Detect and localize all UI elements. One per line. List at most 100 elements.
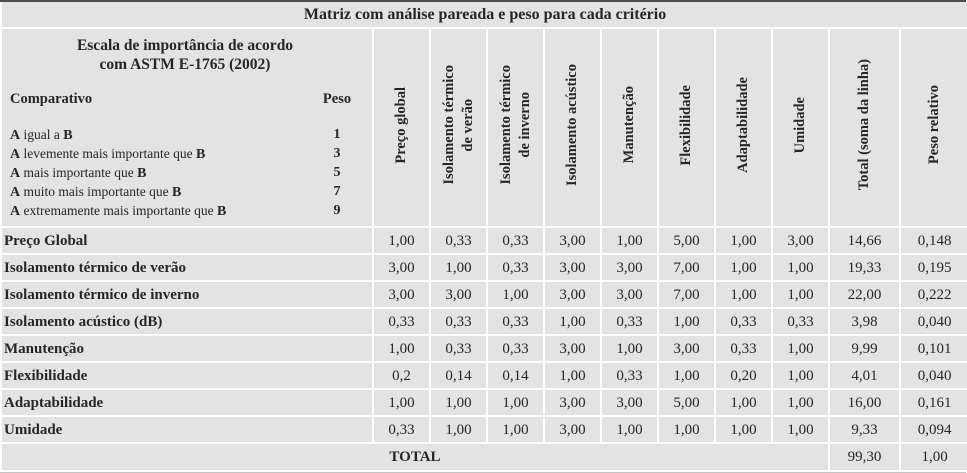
scale-item-text: A extremamente mais importante que B (10, 203, 227, 220)
column-header-peso-relativo: Peso relativo (898, 26, 967, 229)
matrix-value-cell: 1,00 (714, 226, 773, 256)
matrix-value-cell: 1,00 (771, 253, 830, 283)
matrix-value-cell: 1,00 (771, 361, 830, 391)
matrix-value-cell: 0,20 (714, 361, 773, 391)
table-row: Umidade 0,33 1,00 1,00 3,00 1,00 1,00 1,… (0, 415, 967, 445)
row-label: Adaptabilidade (0, 388, 374, 418)
scale-item: A levemente mais importante que B 3 (10, 145, 360, 164)
matrix-value-cell: 0,2 (372, 361, 431, 391)
matrix-value-cell: 7,00 (657, 280, 716, 310)
matrix-value-cell: 3,00 (600, 253, 659, 283)
matrix-value-cell: 1,00 (714, 415, 773, 445)
matrix-value-cell: 1,00 (600, 415, 659, 445)
matrix-value-cell: 3,00 (429, 280, 488, 310)
column-header-adaptabilidade: Adaptabilidade (714, 26, 773, 229)
matrix-value-cell: 1,00 (486, 388, 545, 418)
scale-item-weight: 1 (333, 127, 341, 143)
row-total-cell: 14,66 (828, 226, 901, 256)
matrix-value-cell: 1,00 (543, 361, 602, 391)
matrix-value-cell: 3,00 (543, 415, 602, 445)
matrix-value-cell: 5,00 (657, 226, 716, 256)
matrix-value-cell: 3,00 (372, 280, 431, 310)
table-row: Isolamento térmico de inverno 3,00 3,00 … (0, 280, 967, 310)
matrix-value-cell: 0,33 (771, 307, 830, 337)
row-label: Isolamento térmico de verão (0, 253, 374, 283)
scale-items-list: A igual a B 1 A levemente mais important… (10, 126, 360, 221)
matrix-value-cell: 3,00 (657, 334, 716, 364)
row-label: Umidade (0, 415, 374, 445)
matrix-value-cell: 0,33 (486, 334, 545, 364)
matrix-value-cell: 0,33 (429, 334, 488, 364)
row-relative-weight-cell: 0,195 (898, 253, 967, 283)
row-relative-weight-cell: 0,094 (898, 415, 967, 445)
matrix-value-cell: 3,00 (543, 226, 602, 256)
matrix-value-cell: 1,00 (372, 388, 431, 418)
row-label: Preço Global (0, 226, 374, 256)
grand-total-weight: 1,00 (898, 442, 967, 473)
matrix-value-cell: 1,00 (714, 388, 773, 418)
matrix-value-cell: 3,00 (543, 253, 602, 283)
scale-item-text: A igual a B (10, 127, 73, 144)
matrix-value-cell: 1,00 (486, 280, 545, 310)
column-header-manutencao: Manutenção (600, 26, 659, 229)
scale-item: A muito mais importante que B 7 (10, 183, 360, 202)
grand-total-sum: 99,30 (828, 442, 901, 473)
matrix-value-cell: 3,00 (600, 280, 659, 310)
matrix-value-cell: 0,33 (714, 334, 773, 364)
scale-item-weight: 9 (333, 203, 341, 219)
matrix-value-cell: 1,00 (771, 388, 830, 418)
matrix-value-cell: 0,33 (714, 307, 773, 337)
matrix-value-cell: 1,00 (486, 415, 545, 445)
scale-item-text: A mais importante que B (10, 165, 147, 182)
row-relative-weight-cell: 0,101 (898, 334, 967, 364)
matrix-value-cell: 0,33 (600, 361, 659, 391)
table-row: Adaptabilidade 1,00 1,00 1,00 3,00 3,00 … (0, 388, 967, 418)
row-relative-weight-cell: 0,040 (898, 361, 967, 391)
scale-item: A igual a B 1 (10, 126, 360, 145)
matrix-value-cell: 1,00 (372, 226, 431, 256)
row-total-cell: 19,33 (828, 253, 901, 283)
grand-total-label: TOTAL (0, 442, 830, 473)
table-row: Preço Global 1,00 0,33 0,33 3,00 1,00 5,… (0, 226, 967, 256)
matrix-value-cell: 1,00 (543, 307, 602, 337)
row-total-cell: 9,99 (828, 334, 901, 364)
scale-item-text: A levemente mais importante que B (10, 146, 206, 163)
column-header-total: Total (soma da linha) (828, 26, 901, 229)
matrix-value-cell: 0,33 (372, 307, 431, 337)
matrix-value-cell: 0,14 (486, 361, 545, 391)
row-label: Isolamento acústico (dB) (0, 307, 374, 337)
matrix-data-rows: Preço Global 1,00 0,33 0,33 3,00 1,00 5,… (0, 226, 967, 445)
table-title-row: Matriz com análise pareada e peso para c… (0, 2, 967, 29)
table-row: Isolamento térmico de verão 3,00 1,00 0,… (0, 253, 967, 283)
scale-item-weight: 5 (333, 165, 341, 181)
importance-scale: Escala de importância de acordo com ASTM… (4, 30, 370, 225)
matrix-value-cell: 1,00 (429, 253, 488, 283)
row-relative-weight-cell: 0,222 (898, 280, 967, 310)
table-row: Manutenção 1,00 0,33 0,33 3,00 1,00 3,00… (0, 334, 967, 364)
matrix-value-cell: 0,33 (486, 226, 545, 256)
matrix-value-cell: 0,33 (486, 253, 545, 283)
peso-label: Peso (322, 90, 352, 107)
matrix-value-cell: 0,33 (429, 307, 488, 337)
matrix-value-cell: 1,00 (714, 253, 773, 283)
row-label: Manutenção (0, 334, 374, 364)
table-row: Isolamento acústico (dB) 0,33 0,33 0,33 … (0, 307, 967, 337)
row-total-cell: 3,98 (828, 307, 901, 337)
grand-total-row: TOTAL 99,30 1,00 (0, 442, 967, 473)
matrix-value-cell: 0,33 (486, 307, 545, 337)
scale-item-weight: 7 (333, 184, 341, 200)
table-header-row: Escala de importância de acordo com ASTM… (0, 26, 967, 229)
matrix-value-cell: 1,00 (429, 415, 488, 445)
matrix-value-cell: 1,00 (657, 415, 716, 445)
column-header-umidade: Umidade (771, 26, 830, 229)
matrix-value-cell: 3,00 (372, 253, 431, 283)
matrix-value-cell: 0,14 (429, 361, 488, 391)
matrix-value-cell: 3,00 (543, 388, 602, 418)
matrix-value-cell: 1,00 (429, 388, 488, 418)
row-total-cell: 9,33 (828, 415, 901, 445)
table-row: Flexibilidade 0,2 0,14 0,14 1,00 0,33 1,… (0, 361, 967, 391)
matrix-value-cell: 3,00 (600, 388, 659, 418)
row-total-cell: 4,01 (828, 361, 901, 391)
scale-columns-header: Comparativo Peso (10, 91, 360, 108)
